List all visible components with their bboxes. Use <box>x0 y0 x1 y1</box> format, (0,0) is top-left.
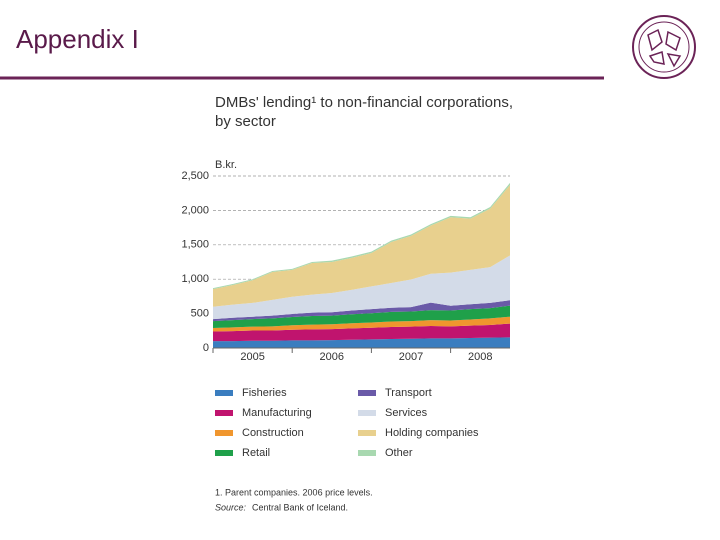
legend-label: Transport <box>385 387 432 399</box>
legend-label: Holding companies <box>385 427 479 439</box>
legend-label: Manufacturing <box>242 407 312 419</box>
legend-label: Services <box>385 407 428 419</box>
y-tick-label: 1,500 <box>181 239 209 251</box>
y-tick-label: 2,000 <box>181 204 209 216</box>
legend-swatch <box>215 450 233 456</box>
footnote: 1. Parent companies. 2006 price levels. <box>215 487 373 497</box>
chart-title: by sector <box>215 113 276 130</box>
legend-label: Other <box>385 447 413 459</box>
legend-label: Retail <box>242 447 270 459</box>
y-tick-label: 0 <box>203 342 209 354</box>
source-label: Source: <box>215 502 247 512</box>
area <box>213 300 510 322</box>
area <box>213 255 510 320</box>
legend-swatch <box>215 390 233 396</box>
area <box>213 305 510 329</box>
legend-label: Construction <box>242 427 304 439</box>
x-tick-label: 2005 <box>240 351 264 363</box>
logo <box>632 15 696 79</box>
legend-swatch <box>358 430 376 436</box>
x-tick-label: 2006 <box>320 351 344 363</box>
legend-swatch <box>358 450 376 456</box>
area <box>213 323 510 342</box>
area <box>213 337 510 348</box>
area <box>213 184 510 307</box>
x-tick-label: 2007 <box>399 351 423 363</box>
y-tick-label: 2,500 <box>181 170 209 182</box>
area <box>213 316 510 332</box>
legend-swatch <box>358 410 376 416</box>
legend-label: Fisheries <box>242 387 287 399</box>
slide-title: Appendix I <box>16 24 139 54</box>
y-tick-label: 1,000 <box>181 273 209 285</box>
legend-swatch <box>215 410 233 416</box>
y-axis-label: B.kr. <box>215 159 237 171</box>
source: Central Bank of Iceland. <box>252 502 348 512</box>
legend-swatch <box>215 430 233 436</box>
chart-title: DMBs' lending¹ to non-financial corporat… <box>215 94 513 111</box>
legend-swatch <box>358 390 376 396</box>
x-tick-label: 2008 <box>468 351 492 363</box>
y-tick-label: 500 <box>191 308 209 320</box>
